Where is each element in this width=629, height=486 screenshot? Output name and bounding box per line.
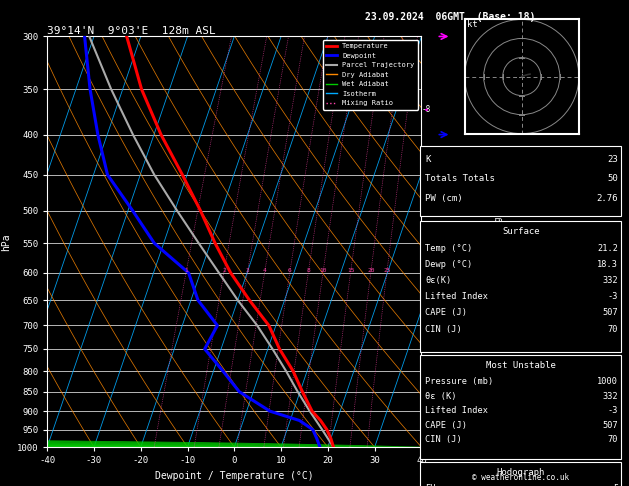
Text: -2: -2 <box>421 365 431 374</box>
Text: 332: 332 <box>603 392 618 400</box>
Text: 8: 8 <box>306 268 310 273</box>
Text: © weatheronline.co.uk: © weatheronline.co.uk <box>472 473 569 482</box>
Text: -3: -3 <box>608 293 618 301</box>
Text: 332: 332 <box>603 277 618 285</box>
Text: Totals Totals: Totals Totals <box>425 174 495 183</box>
Text: 18.3: 18.3 <box>598 260 618 269</box>
Text: 10: 10 <box>319 268 326 273</box>
Text: 23.09.2024  06GMT  (Base: 18): 23.09.2024 06GMT (Base: 18) <box>365 12 535 22</box>
Text: 50: 50 <box>608 174 618 183</box>
Text: kt: kt <box>467 20 477 29</box>
Text: 507: 507 <box>603 309 618 317</box>
Text: Dewp (°C): Dewp (°C) <box>425 260 472 269</box>
Text: θε(K): θε(K) <box>425 277 452 285</box>
Text: -7: -7 <box>421 151 431 160</box>
Text: θε (K): θε (K) <box>425 392 457 400</box>
Text: 23: 23 <box>608 155 618 164</box>
Text: 70: 70 <box>608 435 618 444</box>
Text: 1000: 1000 <box>598 377 618 386</box>
Text: Temp (°C): Temp (°C) <box>425 244 472 253</box>
Y-axis label: hPa: hPa <box>1 233 11 251</box>
Text: 2.76: 2.76 <box>597 194 618 203</box>
Text: 4: 4 <box>263 268 267 273</box>
Text: km
ASL: km ASL <box>470 234 489 249</box>
Text: -8: -8 <box>421 105 431 114</box>
Legend: Temperature, Dewpoint, Parcel Trajectory, Dry Adiabat, Wet Adiabat, Isotherm, Mi: Temperature, Dewpoint, Parcel Trajectory… <box>323 40 418 110</box>
Text: 25: 25 <box>383 268 391 273</box>
Text: 6: 6 <box>288 268 292 273</box>
Text: CAPE (J): CAPE (J) <box>425 421 467 430</box>
Text: 21.2: 21.2 <box>598 244 618 253</box>
Text: -4: -4 <box>421 281 431 290</box>
Text: 15: 15 <box>347 268 354 273</box>
Text: 5: 5 <box>613 484 618 486</box>
Text: 70: 70 <box>608 325 618 333</box>
Text: -3: -3 <box>608 406 618 415</box>
Text: Pressure (mb): Pressure (mb) <box>425 377 494 386</box>
Text: -5: -5 <box>421 238 431 247</box>
Text: Hodograph: Hodograph <box>497 468 545 477</box>
Text: 20: 20 <box>367 268 374 273</box>
Text: Lifted Index: Lifted Index <box>425 406 488 415</box>
Text: 39°14'N  9°03'E  128m ASL: 39°14'N 9°03'E 128m ASL <box>47 26 216 35</box>
Text: Most Unstable: Most Unstable <box>486 361 556 370</box>
Text: Mixing Ratio (g/kg): Mixing Ratio (g/kg) <box>494 198 503 286</box>
Text: 3: 3 <box>245 268 249 273</box>
Text: Surface: Surface <box>502 227 540 236</box>
Text: PW (cm): PW (cm) <box>425 194 463 203</box>
Text: 507: 507 <box>603 421 618 430</box>
Text: -6: -6 <box>421 194 431 204</box>
Text: -3: -3 <box>421 323 431 332</box>
Text: 1: 1 <box>184 268 188 273</box>
Text: EH: EH <box>425 484 436 486</box>
X-axis label: Dewpoint / Temperature (°C): Dewpoint / Temperature (°C) <box>155 471 314 481</box>
Text: 2: 2 <box>222 268 226 273</box>
Text: -1: -1 <box>421 406 431 415</box>
Text: CIN (J): CIN (J) <box>425 435 462 444</box>
Text: K: K <box>425 155 431 164</box>
Text: LCL: LCL <box>421 429 435 438</box>
Text: CAPE (J): CAPE (J) <box>425 309 467 317</box>
Text: Lifted Index: Lifted Index <box>425 293 488 301</box>
Text: CIN (J): CIN (J) <box>425 325 462 333</box>
